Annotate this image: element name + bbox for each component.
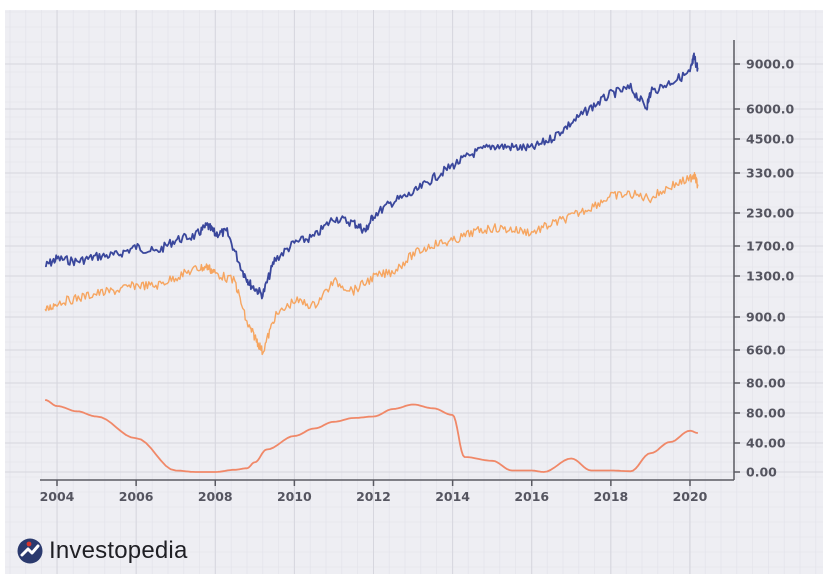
brand-name: Investopedia [49, 537, 188, 564]
x-axis-ticks: 2004 2006 2008 2010 2012 2014 2016 2018 2020 [40, 480, 708, 504]
x-tick-label: 2014 [435, 489, 470, 504]
x-tick-label: 2016 [514, 489, 549, 504]
y-tick-label: 330.00 [746, 166, 795, 181]
y-tick-label: 1300.0 [746, 269, 795, 284]
x-tick-label: 2020 [673, 489, 708, 504]
series-line-1 [44, 171, 699, 356]
y-tick-label: 9000.0 [746, 57, 795, 72]
investopedia-logo-icon [17, 538, 43, 564]
x-tick-label: 2006 [119, 489, 154, 504]
y-tick-label: 0.00 [746, 465, 777, 480]
x-tick-label: 2012 [356, 489, 391, 504]
y-tick-label: 660.0 [746, 343, 786, 358]
x-tick-label: 2010 [277, 489, 312, 504]
series-line-2 [44, 399, 698, 473]
y-tick-label: 40.00 [746, 436, 786, 451]
y-tick-label: 4500.0 [746, 132, 795, 147]
y-axis-ticks: 9000.0 6000.0 4500.0 330.00 230.00 1700.0 1300… [734, 57, 795, 480]
y-tick-label: 900.0 [746, 310, 786, 325]
y-tick-label: 1700.0 [746, 239, 795, 254]
axes [40, 40, 735, 481]
y-tick-label: 80.00 [746, 406, 786, 421]
y-tick-label: 80.00 [746, 376, 786, 391]
x-tick-label: 2008 [198, 489, 233, 504]
x-tick-label: 2004 [40, 489, 75, 504]
series-layer [44, 52, 699, 473]
series-line-0 [45, 52, 699, 300]
brand-logo: Investopedia [17, 535, 188, 567]
y-tick-label: 230.00 [746, 206, 795, 221]
x-tick-label: 2018 [593, 489, 628, 504]
y-tick-label: 6000.0 [746, 102, 795, 117]
